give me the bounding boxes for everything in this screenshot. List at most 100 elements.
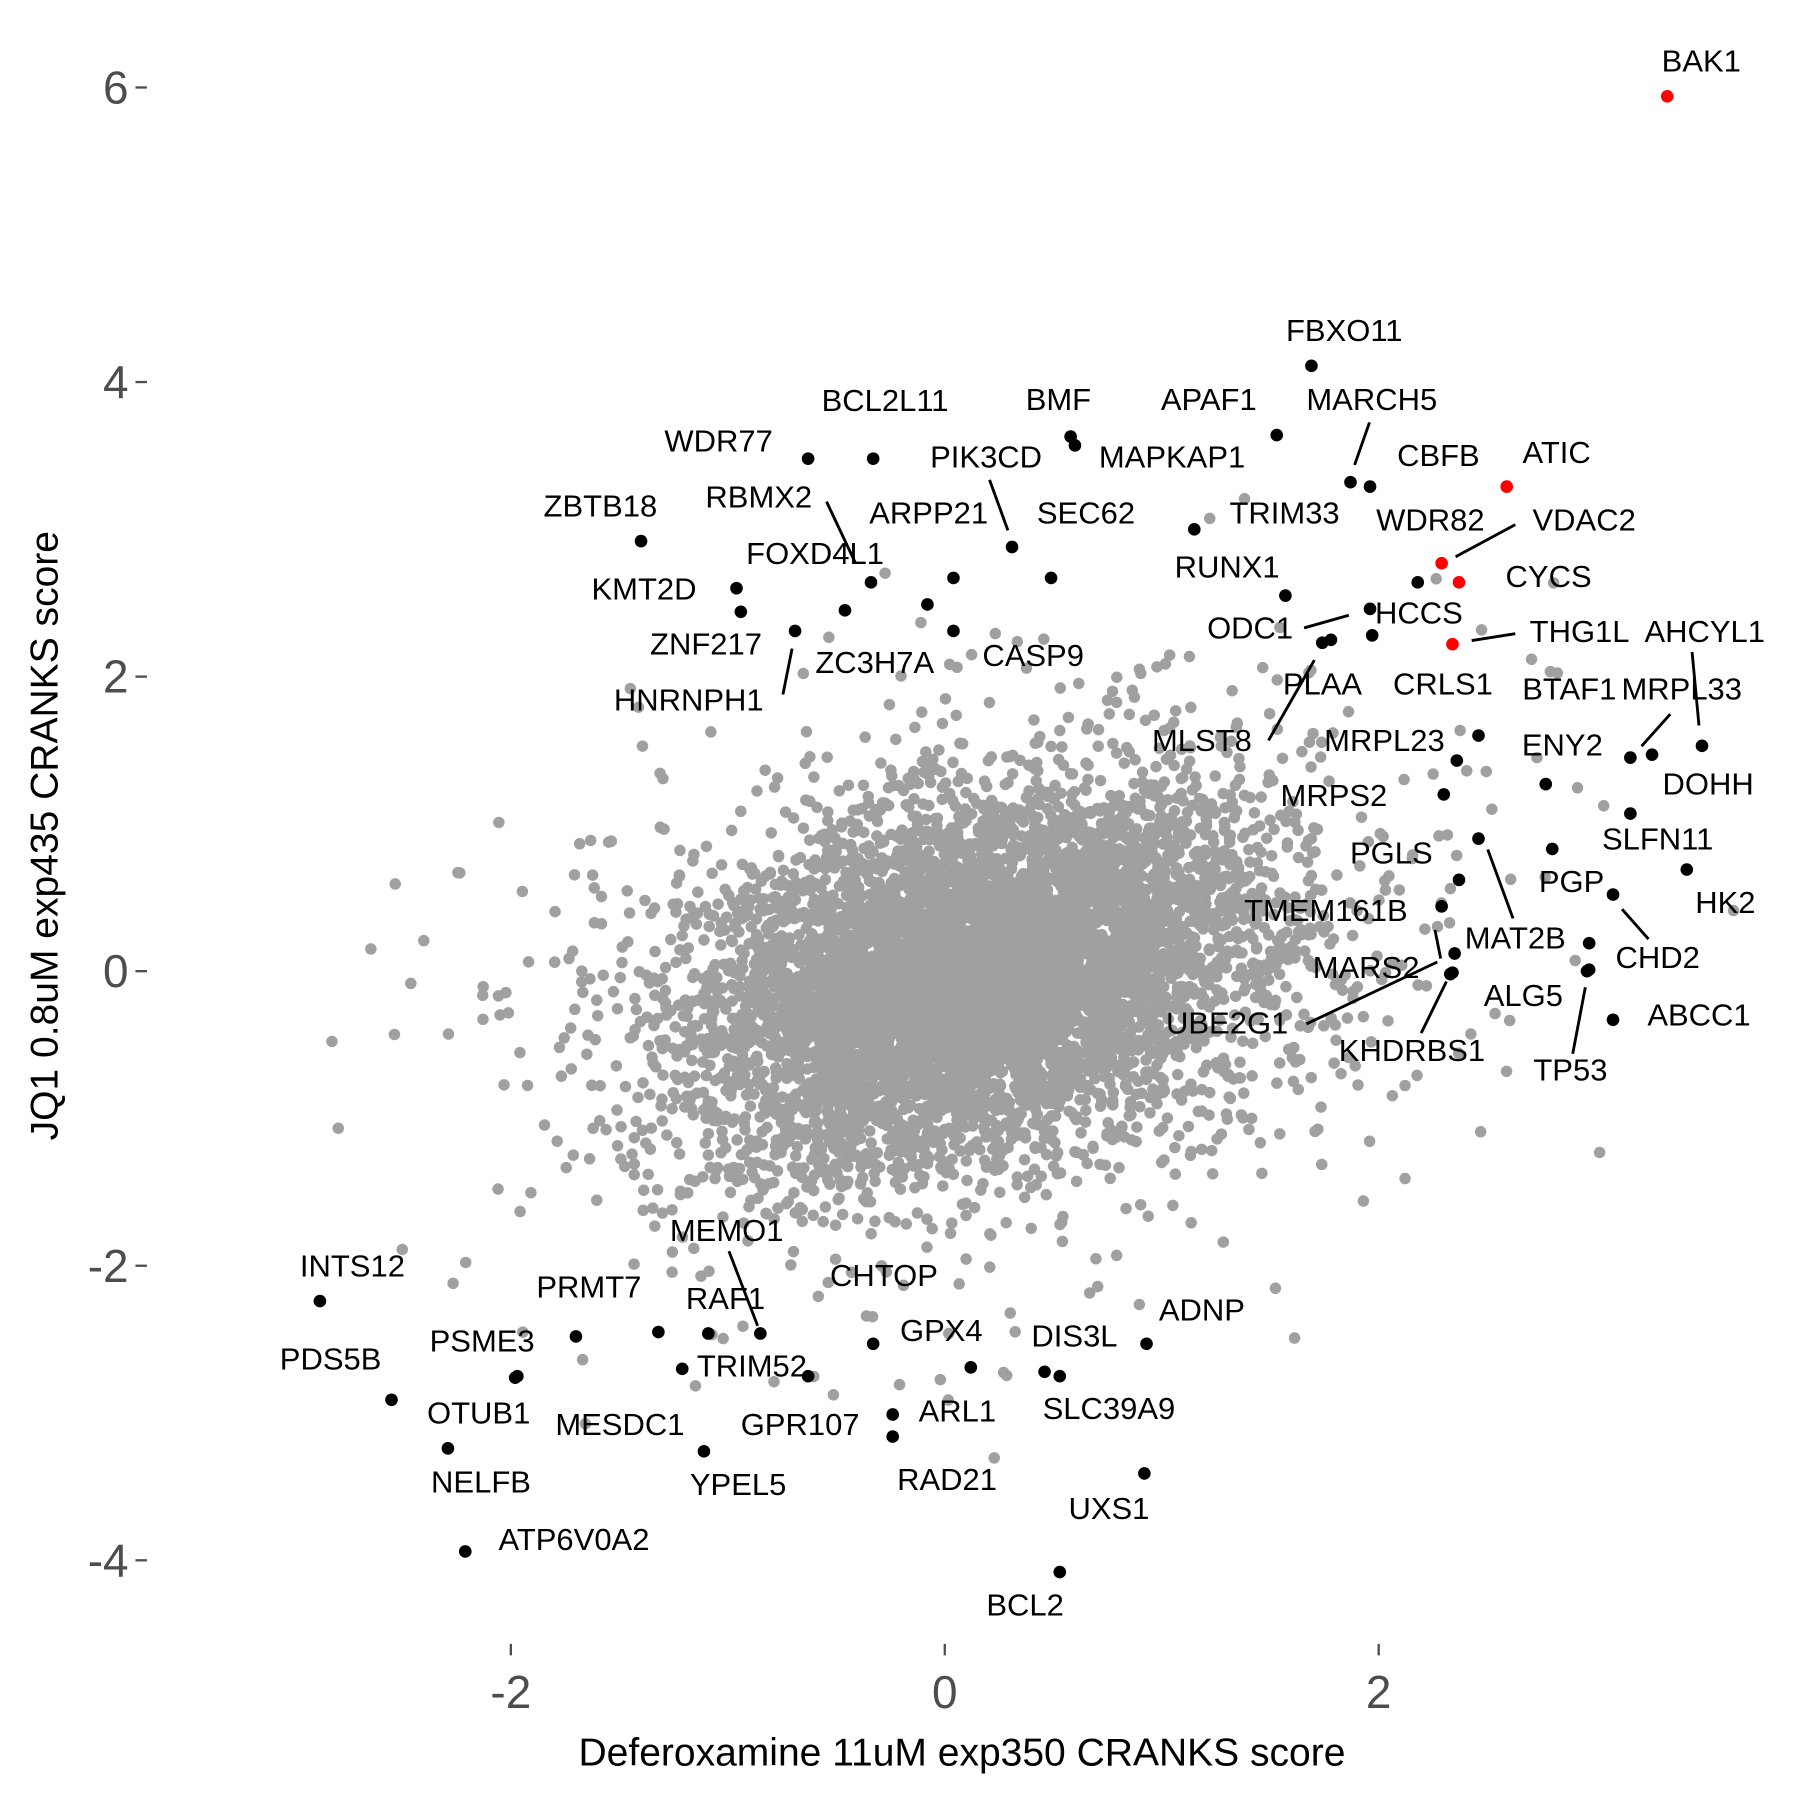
background-point <box>900 1218 913 1230</box>
background-point <box>332 1122 344 1134</box>
background-point <box>1225 735 1237 748</box>
background-point <box>1274 621 1286 634</box>
background-point <box>615 1120 627 1133</box>
background-point <box>626 1148 638 1160</box>
background-point <box>1386 1089 1399 1102</box>
background-point <box>1315 1101 1327 1113</box>
background-point <box>1450 849 1463 862</box>
background-point <box>521 1079 534 1092</box>
background-point <box>1282 948 1294 961</box>
background-point <box>768 1213 780 1225</box>
background-point <box>1412 979 1424 991</box>
background-point <box>706 867 718 880</box>
background-point <box>697 972 710 985</box>
background-point <box>772 850 785 863</box>
background-point <box>992 1124 1005 1137</box>
background-point <box>1018 1191 1031 1204</box>
background-point <box>1273 1057 1286 1069</box>
background-point <box>782 1195 795 1208</box>
background-points <box>326 492 1740 1464</box>
background-point <box>628 1158 641 1170</box>
background-point <box>1013 804 1025 816</box>
background-point <box>1373 894 1385 906</box>
background-point <box>800 725 813 738</box>
background-point <box>1189 771 1201 783</box>
background-point <box>1318 1020 1330 1032</box>
background-point <box>734 962 746 975</box>
background-point <box>1314 751 1327 763</box>
background-point <box>849 851 862 863</box>
background-point <box>688 1242 700 1255</box>
background-point <box>628 1168 640 1181</box>
background-point <box>1346 929 1359 942</box>
background-point <box>1206 1168 1219 1180</box>
background-point <box>712 898 724 910</box>
background-point <box>735 805 747 818</box>
background-point <box>1569 954 1581 967</box>
background-point <box>388 1028 401 1041</box>
background-point <box>502 1007 515 1019</box>
background-point <box>719 924 731 936</box>
background-point <box>1175 743 1188 755</box>
background-point <box>1083 1287 1096 1299</box>
background-point <box>960 786 972 799</box>
background-point <box>1500 1065 1513 1078</box>
background-point <box>1236 930 1249 943</box>
background-point <box>1351 981 1364 993</box>
background-point <box>454 867 466 879</box>
background-point <box>1503 1014 1516 1027</box>
background-point <box>1331 869 1343 881</box>
background-point <box>1256 905 1269 917</box>
background-point <box>702 1127 715 1140</box>
background-point <box>842 779 855 791</box>
background-point <box>874 804 887 816</box>
background-point <box>1357 1195 1370 1207</box>
background-point <box>616 956 628 969</box>
background-point <box>1525 653 1538 666</box>
background-point <box>1237 1035 1249 1047</box>
background-point <box>1101 694 1114 707</box>
background-point <box>753 892 765 904</box>
background-point <box>947 756 959 769</box>
background-point <box>688 848 700 861</box>
background-point <box>1593 1146 1606 1159</box>
background-point <box>1134 1198 1147 1211</box>
background-point <box>1168 805 1181 817</box>
background-point <box>1185 1217 1197 1229</box>
background-point <box>787 1245 800 1258</box>
background-point <box>1245 1112 1258 1125</box>
background-point <box>1025 1222 1037 1235</box>
background-point <box>492 1183 504 1195</box>
background-point <box>1259 1030 1272 1043</box>
background-point <box>1030 775 1042 787</box>
background-point <box>660 1009 673 1021</box>
background-point <box>939 777 952 789</box>
background-point <box>1218 845 1230 857</box>
background-point <box>1169 705 1182 717</box>
background-point <box>1092 723 1105 736</box>
background-point <box>628 1131 641 1144</box>
background-point <box>1216 987 1228 999</box>
background-point <box>1363 1135 1376 1148</box>
background-point <box>779 806 792 818</box>
background-point <box>565 1063 578 1075</box>
background-point <box>888 1112 901 1125</box>
background-point <box>1028 714 1040 726</box>
background-point <box>857 779 870 792</box>
background-point <box>568 869 581 881</box>
background-point <box>716 1125 728 1138</box>
background-point <box>1312 1123 1324 1135</box>
background-point <box>498 1079 510 1091</box>
background-point <box>822 814 834 827</box>
background-point <box>765 827 777 839</box>
background-point <box>1460 765 1473 777</box>
background-point <box>926 1222 938 1235</box>
background-point <box>538 1119 551 1131</box>
background-point <box>1287 796 1299 808</box>
background-point <box>654 767 666 780</box>
background-point <box>1215 892 1228 904</box>
background-point <box>676 929 689 942</box>
background-point <box>1154 1071 1167 1084</box>
background-point <box>1127 1071 1140 1083</box>
